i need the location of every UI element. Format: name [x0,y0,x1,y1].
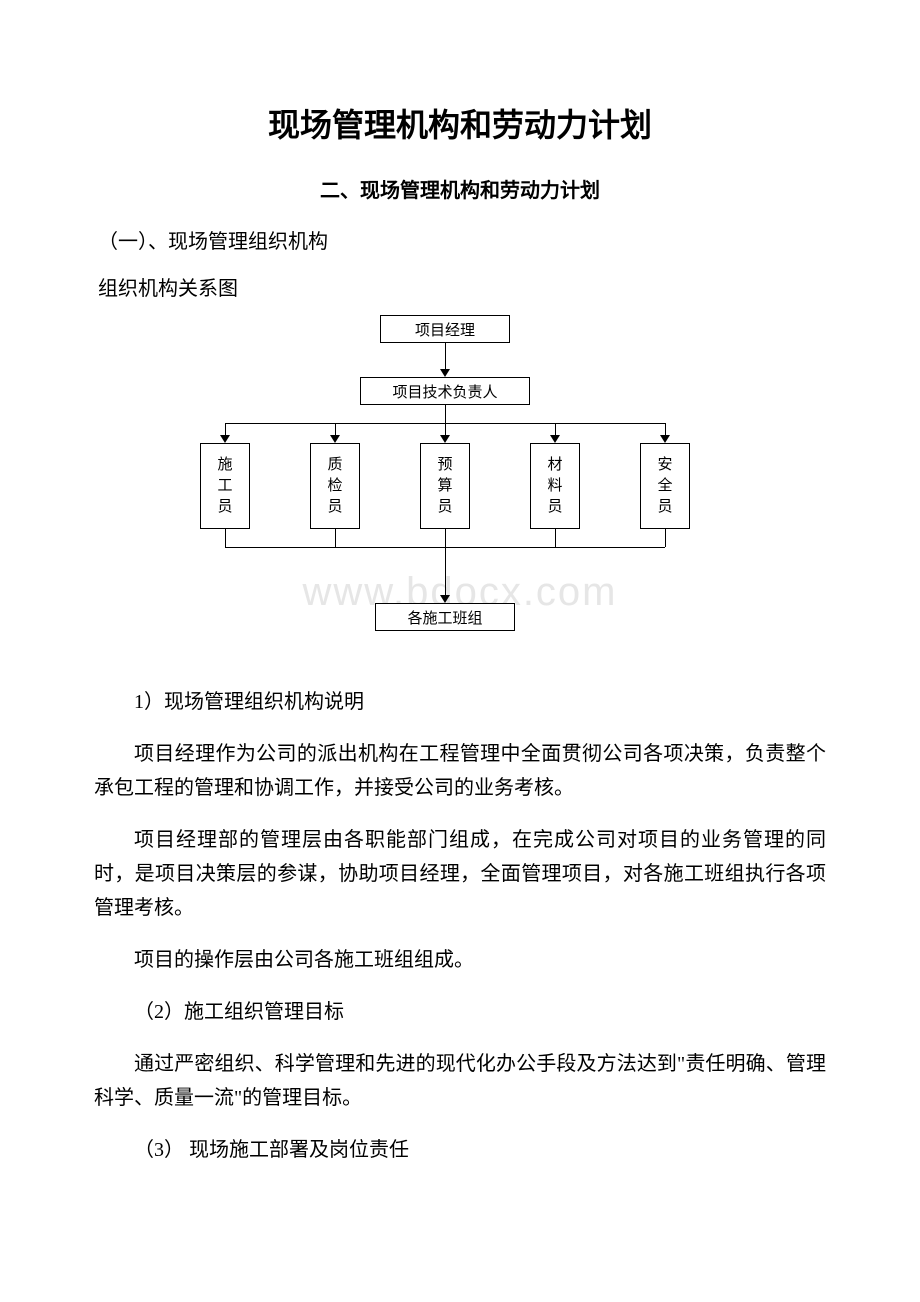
paragraph-heading-2: （2）施工组织管理目标 [90,995,830,1029]
org-node-label: 施工员 [217,455,232,518]
document-title: 现场管理机构和劳动力计划 [90,100,830,146]
paragraph-heading-1: 1）现场管理组织机构说明 [90,685,830,719]
org-chart: www.bdocx.com 项目经理 项目技术负责人 施工员 质检员 预算员 材… [180,315,740,655]
arrow-icon [440,435,450,443]
org-connector [445,547,446,595]
org-connector [335,529,336,547]
org-node-level2: 项目技术负责人 [360,377,530,405]
org-connector [665,423,666,435]
org-connector [555,423,556,435]
arrow-icon [550,435,560,443]
arrow-icon [330,435,340,443]
org-connector [335,423,336,435]
org-node-level3: 施工员 [200,443,250,529]
org-connector [445,423,446,435]
org-connector [225,423,226,435]
section-1-heading: （一）、现场管理组织机构 [90,225,830,254]
arrow-icon [220,435,230,443]
org-node-label: 安全员 [657,455,672,518]
paragraph-heading-3: （3） 现场施工部署及岗位责任 [90,1133,830,1167]
org-node-label: 质检员 [327,455,342,518]
arrow-icon [440,369,450,377]
org-connector [665,529,666,547]
org-node-label: 项目经理 [415,319,475,340]
paragraph-4: 通过严密组织、科学管理和先进的现代化办公手段及方法达到"责任明确、管理科学、质量… [90,1047,830,1115]
org-node-label: 材料员 [547,455,562,518]
org-node-label: 项目技术负责人 [392,381,497,402]
org-connector [555,529,556,547]
org-connector [225,529,226,547]
org-node-level4: 各施工班组 [375,603,515,631]
org-node-level3: 安全员 [640,443,690,529]
org-connector [445,343,446,369]
org-connector [445,529,446,547]
org-node-level1: 项目经理 [380,315,510,343]
arrow-icon [440,595,450,603]
org-node-level3: 质检员 [310,443,360,529]
org-connector [445,405,446,423]
org-node-label: 各施工班组 [407,607,482,628]
org-node-level3: 材料员 [530,443,580,529]
paragraph-1: 项目经理作为公司的派出机构在工程管理中全面贯彻公司各项决策，负责整个承包工程的管… [90,737,830,805]
paragraph-2: 项目经理部的管理层由各职能部门组成，在完成公司对项目的业务管理的同时，是项目决策… [90,823,830,925]
org-node-label: 预算员 [437,455,452,518]
paragraph-3: 项目的操作层由公司各施工班组组成。 [90,943,830,977]
document-subtitle: 二、现场管理机构和劳动力计划 [90,174,830,203]
org-node-level3: 预算员 [420,443,470,529]
arrow-icon [660,435,670,443]
section-1-subheading: 组织机构关系图 [90,272,830,301]
